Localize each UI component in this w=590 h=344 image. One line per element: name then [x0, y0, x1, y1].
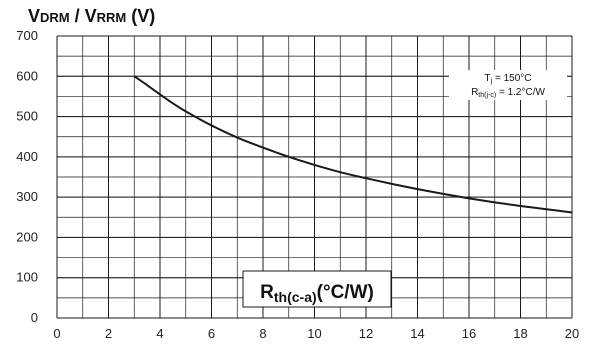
- chart-title: VDRM / VRRM (V): [28, 6, 155, 26]
- x-tick-label: 16: [462, 326, 476, 341]
- x-tick-label: 18: [513, 326, 527, 341]
- y-tick-label: 100: [16, 270, 38, 285]
- x-tick-label: 2: [105, 326, 112, 341]
- title-sep: /: [70, 6, 85, 26]
- x-tick-label: 6: [208, 326, 215, 341]
- title-unit: (V): [126, 6, 155, 26]
- annotation-rth-rest: = 1.2°C/W: [496, 87, 545, 98]
- annotation-tj-sub: j: [490, 78, 493, 85]
- title-v1-sub: DRM: [40, 10, 70, 25]
- x-axis-label: Rth(c-a)(°C/W): [260, 282, 374, 305]
- title-v1-main: V: [28, 6, 40, 26]
- title-v2-main: V: [85, 6, 97, 26]
- y-tick-label: 700: [16, 28, 38, 43]
- y-tick-labels: 0 100 200 300 400 500 600 700: [16, 28, 38, 325]
- series-line: [133, 75, 573, 214]
- x-tick-label: 20: [565, 326, 579, 341]
- x-tick-label: 4: [156, 326, 163, 341]
- annotation-rth-main: R: [471, 87, 478, 98]
- x-label-unit: (°C/W): [317, 282, 374, 303]
- y-tick-label: 400: [16, 149, 38, 164]
- x-tick-labels: 0 2 4 6 8 10 12 14 16 18 20: [53, 326, 579, 341]
- y-tick-label: 0: [31, 310, 38, 325]
- annotation-line-1: Tj = 150°C: [485, 73, 532, 85]
- annotation-line-2: Rth(j-c) = 1.2°C/W: [471, 87, 545, 99]
- annotation-background: [449, 70, 567, 100]
- annotation-rth-sub: th(j-c): [478, 92, 496, 99]
- x-tick-label: 8: [259, 326, 266, 341]
- x-tick-label: 14: [410, 326, 424, 341]
- y-tick-label: 300: [16, 189, 38, 204]
- annotation-tj-rest: = 150°C: [492, 73, 531, 84]
- x-label-main: R: [260, 282, 274, 303]
- x-axis-label-box: [242, 270, 392, 308]
- y-tick-label: 500: [16, 109, 38, 124]
- title-v2-sub: RRM: [97, 10, 127, 25]
- x-tick-label: 10: [307, 326, 321, 341]
- x-tick-label: 0: [53, 326, 60, 341]
- annotation-tj-main: T: [485, 73, 491, 84]
- y-tick-label: 200: [16, 229, 38, 244]
- x-label-sub: th(c-a): [274, 289, 317, 305]
- x-tick-label: 12: [359, 326, 373, 341]
- y-tick-label: 600: [16, 68, 38, 83]
